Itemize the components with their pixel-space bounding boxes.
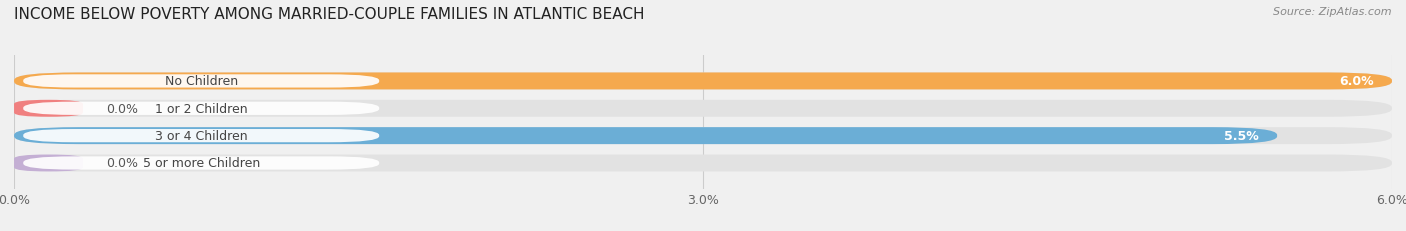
FancyBboxPatch shape <box>14 128 1277 144</box>
FancyBboxPatch shape <box>14 155 1392 172</box>
Text: 6.0%: 6.0% <box>1339 75 1374 88</box>
Text: 0.0%: 0.0% <box>105 102 138 115</box>
FancyBboxPatch shape <box>14 73 1392 90</box>
FancyBboxPatch shape <box>24 129 380 143</box>
Text: 1 or 2 Children: 1 or 2 Children <box>155 102 247 115</box>
FancyBboxPatch shape <box>24 102 380 116</box>
FancyBboxPatch shape <box>14 73 1392 90</box>
Text: 5 or more Children: 5 or more Children <box>142 157 260 170</box>
FancyBboxPatch shape <box>14 100 1392 117</box>
Text: INCOME BELOW POVERTY AMONG MARRIED-COUPLE FAMILIES IN ATLANTIC BEACH: INCOME BELOW POVERTY AMONG MARRIED-COUPL… <box>14 7 644 22</box>
Text: Source: ZipAtlas.com: Source: ZipAtlas.com <box>1274 7 1392 17</box>
Text: 5.5%: 5.5% <box>1225 130 1258 143</box>
Text: No Children: No Children <box>165 75 238 88</box>
Text: 0.0%: 0.0% <box>105 157 138 170</box>
FancyBboxPatch shape <box>14 100 83 117</box>
Text: 3 or 4 Children: 3 or 4 Children <box>155 130 247 143</box>
FancyBboxPatch shape <box>24 75 380 88</box>
FancyBboxPatch shape <box>14 128 1392 144</box>
FancyBboxPatch shape <box>14 155 83 172</box>
FancyBboxPatch shape <box>24 157 380 170</box>
